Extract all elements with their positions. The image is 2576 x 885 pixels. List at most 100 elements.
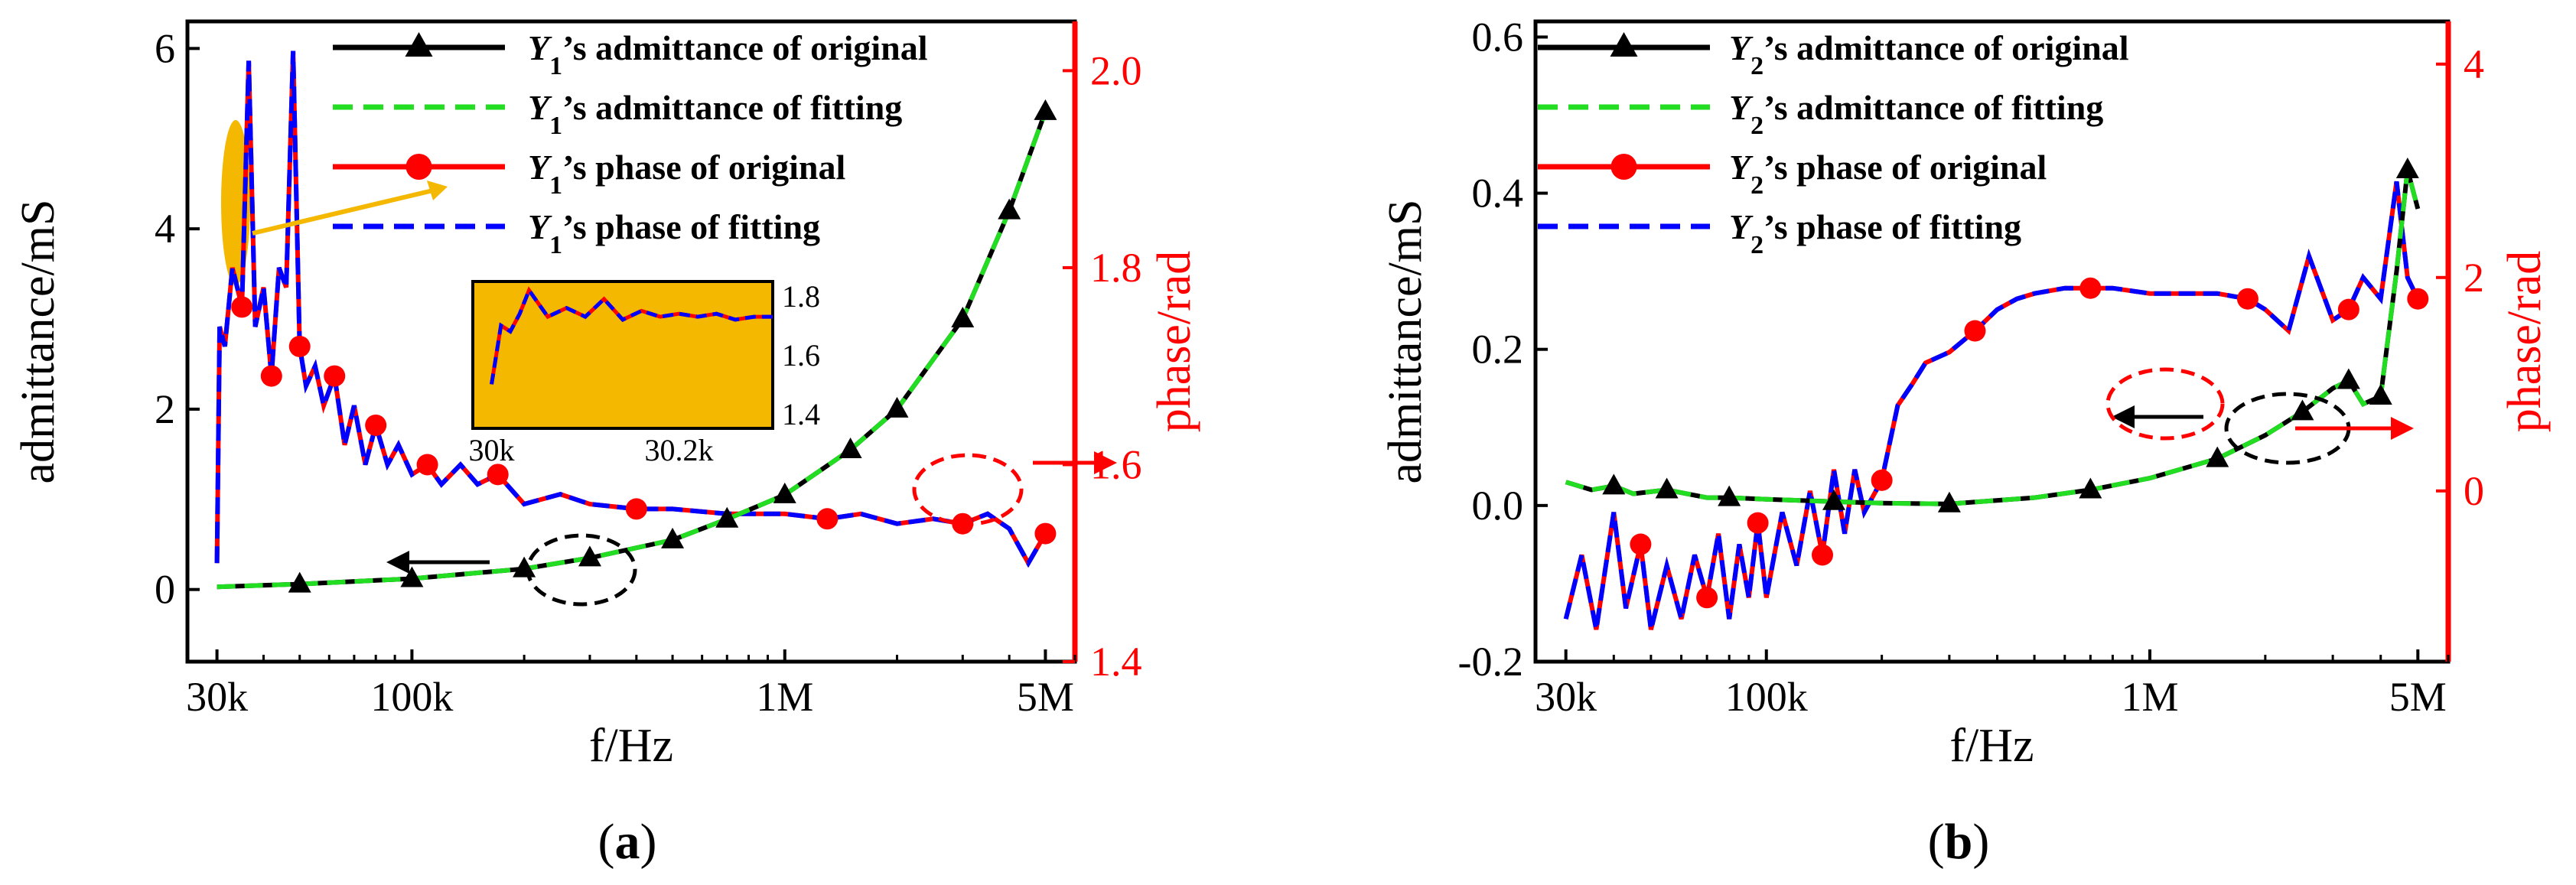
admittance-marker bbox=[1937, 491, 1961, 512]
phase-marker bbox=[816, 508, 839, 530]
legend-label: Y2’s phase of original bbox=[1729, 148, 2047, 200]
admittance-marker bbox=[661, 527, 685, 548]
inset-x-tick-label: 30.2k bbox=[645, 433, 714, 467]
phase-marker bbox=[2079, 277, 2102, 299]
phase-marker bbox=[1964, 320, 1986, 342]
phase-marker bbox=[487, 464, 509, 486]
y-axis-label: admittance/mS bbox=[1379, 200, 1431, 484]
admittance-marker bbox=[2206, 446, 2229, 467]
y-tick-label: 2 bbox=[155, 386, 175, 432]
x-tick-label: 30k bbox=[186, 674, 248, 720]
admittance-group-ellipse bbox=[526, 533, 637, 607]
x-tick-label: 1M bbox=[756, 674, 813, 720]
legend-label: Y2’s admittance of original bbox=[1729, 28, 2129, 80]
inset-y-tick-label: 1.6 bbox=[782, 338, 820, 373]
phase-marker bbox=[365, 414, 387, 436]
y-tick-label: 0.2 bbox=[1472, 327, 1524, 373]
inset-phase-fitting bbox=[490, 286, 773, 385]
x-axis-label: f/Hz bbox=[589, 720, 673, 772]
y2-tick-label: 4 bbox=[2464, 41, 2484, 87]
admittance-marker bbox=[2395, 157, 2419, 178]
legend-label: Y1’s admittance of fitting bbox=[528, 88, 902, 140]
y2-axis-label: phase/rad bbox=[2499, 251, 2551, 433]
y2-tick-label: 1.4 bbox=[1090, 639, 1142, 685]
x-tick-label: 100k bbox=[1725, 674, 1808, 720]
phase-marker bbox=[1034, 522, 1057, 545]
phase-marker bbox=[1747, 512, 1769, 534]
phase-marker bbox=[1812, 544, 1834, 566]
admittance-marker bbox=[1655, 477, 1679, 499]
admittance-marker bbox=[1602, 473, 1626, 495]
admittance-marker bbox=[1034, 99, 1057, 120]
phase-marker bbox=[1871, 469, 1893, 491]
legend-marker bbox=[1610, 32, 1638, 57]
x-tick-label: 100k bbox=[370, 674, 453, 720]
legend-marker bbox=[1610, 154, 1637, 180]
inset-pointer-arrow bbox=[252, 187, 437, 236]
inset-y-tick-label: 1.4 bbox=[782, 397, 820, 431]
phase-fitting-line bbox=[214, 50, 1047, 568]
y2-tick-label: 2.0 bbox=[1090, 47, 1142, 93]
admittance-marker bbox=[2291, 399, 2314, 421]
right-arrowhead bbox=[2391, 417, 2414, 440]
y-tick-label: -0.2 bbox=[1458, 639, 1523, 685]
y-axis-label: admittance/mS bbox=[12, 200, 64, 484]
y-tick-label: 4 bbox=[155, 206, 175, 252]
admittance-marker bbox=[1718, 485, 1741, 506]
legend-marker bbox=[405, 154, 432, 180]
legend-label: Y1’s admittance of original bbox=[528, 28, 928, 80]
y2-axis-label: phase/rad bbox=[1148, 251, 1200, 433]
phase-marker bbox=[1696, 587, 1718, 609]
admittance-marker bbox=[951, 307, 975, 328]
admittance-marker bbox=[885, 396, 909, 418]
panel-b: 30k 100k 1M 5M -0.2 0.0 0.2 0.4 0.6 0 2 4 f/Hz admitt… bbox=[1379, 14, 2551, 870]
legend-label: Y1’s phase of original bbox=[528, 148, 845, 200]
inset-y-tick-label: 1.8 bbox=[782, 279, 820, 314]
inset-x-tick-label: 30k bbox=[469, 433, 515, 467]
legend-label: Y1’s phase of fitting bbox=[528, 207, 820, 259]
panel-caption: (a) bbox=[598, 814, 657, 870]
admittance-marker bbox=[400, 566, 424, 587]
phase-marker bbox=[324, 365, 346, 387]
phase-fitting-line bbox=[1563, 181, 2421, 630]
admittance-marker bbox=[288, 571, 311, 593]
left-arrowhead bbox=[386, 551, 409, 574]
admittance-marker bbox=[715, 506, 739, 528]
inset-pointer-arrowhead bbox=[427, 181, 448, 200]
admittance-marker bbox=[1822, 489, 1846, 510]
y-tick-label: 0 bbox=[155, 567, 175, 613]
y-tick-label: 6 bbox=[155, 25, 175, 71]
panel-caption: (b) bbox=[1928, 814, 1990, 870]
phase-group-ellipse bbox=[912, 453, 1024, 526]
y-tick-label: 0.4 bbox=[1472, 171, 1524, 216]
x-tick-label: 5M bbox=[1017, 674, 1074, 720]
y2-tick-label: 1.8 bbox=[1090, 245, 1142, 291]
admittance-marker bbox=[773, 482, 796, 503]
legend-marker bbox=[405, 32, 433, 57]
admittance-marker bbox=[2337, 368, 2360, 389]
admittance-marker bbox=[839, 437, 862, 458]
right-arrowhead bbox=[1094, 451, 1117, 474]
y2-tick-label: 2 bbox=[2464, 255, 2484, 301]
admittance-marker bbox=[2079, 477, 2102, 499]
phase-marker bbox=[288, 335, 311, 357]
x-tick-label: 1M bbox=[2121, 674, 2178, 720]
phase-marker bbox=[2236, 288, 2258, 310]
x-axis-label: f/Hz bbox=[1949, 720, 2034, 772]
phase-marker bbox=[416, 454, 438, 476]
phase-marker bbox=[2337, 298, 2359, 320]
x-tick-label: 30k bbox=[1535, 674, 1597, 720]
phase-marker bbox=[625, 498, 647, 520]
phase-marker bbox=[1630, 533, 1652, 555]
legend-label: Y2’s admittance of fitting bbox=[1729, 88, 2103, 140]
admittance-marker bbox=[998, 198, 1021, 220]
y-tick-label: 0.6 bbox=[1472, 14, 1524, 60]
x-tick-label: 5M bbox=[2389, 674, 2447, 720]
left-arrowhead bbox=[2112, 405, 2135, 428]
legend-label: Y2’s phase of fitting bbox=[1729, 207, 2021, 259]
y-tick-label: 0.0 bbox=[1472, 483, 1524, 529]
admittance-marker bbox=[578, 545, 601, 567]
phase-group-ellipse bbox=[2105, 367, 2225, 441]
phase-marker bbox=[260, 365, 282, 387]
